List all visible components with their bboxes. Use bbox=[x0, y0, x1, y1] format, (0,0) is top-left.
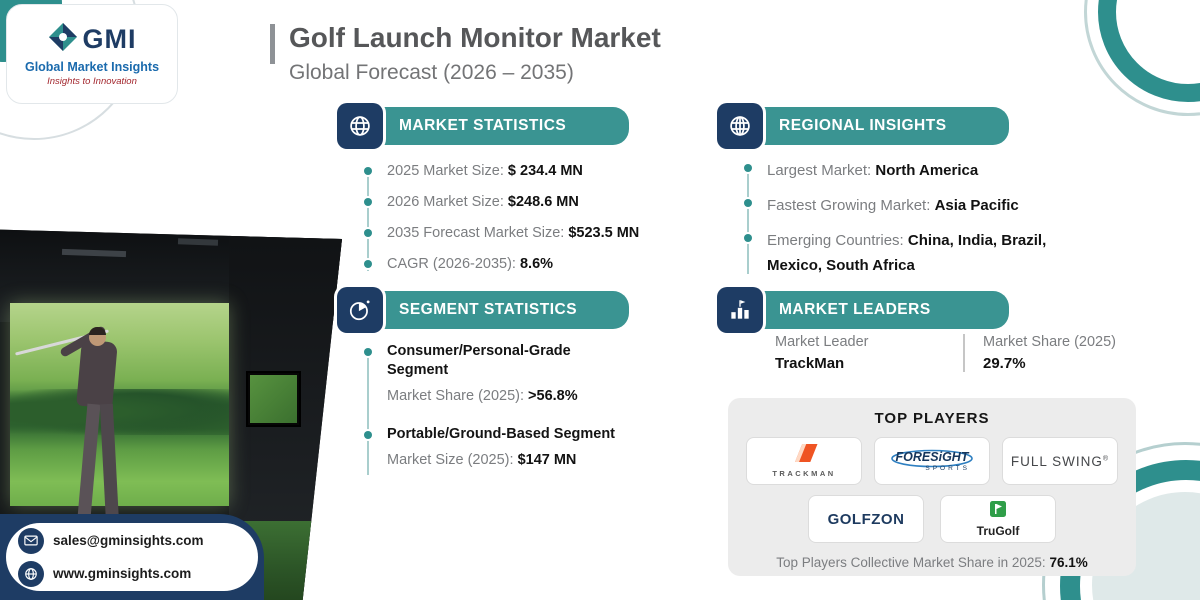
market-leader-name: TrackMan bbox=[775, 355, 845, 372]
market-leaders-heading: MARKET LEADERS bbox=[779, 301, 931, 318]
segment-statistics-heading: SEGMENT STATISTICS bbox=[399, 301, 578, 318]
player-card-golfzon: GOLFZON bbox=[808, 495, 924, 543]
trugolf-logo-icon bbox=[990, 500, 1006, 522]
gmi-logo: GMI Global Market Insights Insights to I… bbox=[6, 4, 178, 104]
pie-chart-icon bbox=[337, 287, 383, 333]
globe-grid-icon bbox=[717, 103, 763, 149]
segment-value: >56.8% bbox=[528, 388, 578, 404]
top-players-heading: TOP PLAYERS bbox=[874, 410, 990, 427]
player-name: FULL SWING bbox=[1010, 453, 1103, 469]
top-players-panel: TOP PLAYERS TRACKMAN bbox=[728, 398, 1136, 576]
podium-flag-icon bbox=[717, 287, 763, 333]
page-subtitle: Global Forecast (2026 – 2035) bbox=[289, 61, 574, 84]
market-statistics-list: 2025 Market Size: $ 234.4 MN 2026 Market… bbox=[364, 161, 659, 285]
region-item: Fastest Growing Market: Asia Pacific bbox=[744, 193, 1056, 218]
stat-value: 8.6% bbox=[519, 256, 554, 272]
region-value: Asia Pacific bbox=[934, 197, 1019, 214]
title-divider bbox=[270, 24, 275, 64]
player-card-fullswing: FULL SWING® bbox=[1002, 437, 1118, 485]
stat-item: 2025 Market Size: $ 234.4 MN bbox=[364, 161, 659, 181]
photo-screen-trees bbox=[10, 389, 230, 435]
registered-mark: ® bbox=[1102, 455, 1110, 462]
contact-card: sales@gminsights.com www.gminsights.com bbox=[6, 523, 258, 591]
contact-website: www.gminsights.com bbox=[53, 566, 192, 581]
globe-icon bbox=[18, 560, 44, 587]
regional-insights-header: REGIONAL INSIGHTS bbox=[717, 103, 1009, 149]
segment-item: Portable/Ground-Based Segment Market Siz… bbox=[364, 425, 664, 470]
stat-item: 2026 Market Size: $248.6 MN bbox=[364, 192, 659, 212]
players-footer-value: 76.1% bbox=[1049, 555, 1088, 570]
bullet-dot-icon bbox=[364, 198, 372, 206]
stat-label: CAGR (2026-2035): bbox=[387, 256, 516, 272]
globe-icon bbox=[337, 103, 383, 149]
envelope-icon bbox=[18, 527, 44, 554]
segment-item: Consumer/Personal-Grade Segment Market S… bbox=[364, 342, 664, 406]
segment-label: Market Share (2025): bbox=[387, 388, 525, 404]
photo-golfer-torso bbox=[75, 339, 118, 408]
region-label: Largest Market: bbox=[767, 162, 872, 179]
segment-title: Consumer/Personal-Grade Segment bbox=[387, 343, 571, 378]
stat-value: $523.5 MN bbox=[568, 225, 640, 241]
photo-tv-monitor bbox=[246, 370, 301, 428]
region-label: Emerging Countries: bbox=[767, 232, 904, 249]
page-title: Golf Launch Monitor Market bbox=[289, 22, 661, 53]
stat-item: CAGR (2026-2035): 8.6% bbox=[364, 254, 659, 274]
market-leaders-header: MARKET LEADERS bbox=[717, 287, 1009, 333]
contact-website-row[interactable]: www.gminsights.com bbox=[18, 560, 258, 587]
market-share-value: 29.7% bbox=[983, 355, 1026, 372]
bullet-dot-icon bbox=[364, 229, 372, 237]
stat-item: 2035 Forecast Market Size: $523.5 MN bbox=[364, 223, 659, 243]
player-name: TRACKMAN bbox=[772, 469, 836, 478]
player-subname: SPORTS bbox=[925, 465, 970, 472]
segment-statistics-list: Consumer/Personal-Grade Segment Market S… bbox=[364, 342, 664, 489]
segment-title: Portable/Ground-Based Segment bbox=[387, 426, 616, 442]
players-footer-label: Top Players Collective Market Share in 2… bbox=[776, 555, 1046, 570]
top-right-ring-decoration bbox=[1098, 0, 1200, 102]
stat-label: 2035 Forecast Market Size: bbox=[387, 225, 565, 241]
contact-email: sales@gminsights.com bbox=[53, 533, 204, 548]
region-value: China, India, Brazil, Mexico, South Afri… bbox=[767, 232, 1047, 274]
market-leaders-detail: Market Leader TrackMan Market Share (202… bbox=[775, 334, 1116, 372]
stat-value: $248.6 MN bbox=[507, 194, 579, 210]
stat-label: 2026 Market Size: bbox=[387, 194, 504, 210]
player-name: TruGolf bbox=[976, 523, 1020, 538]
bullet-dot-icon bbox=[364, 431, 372, 439]
market-statistics-heading: MARKET STATISTICS bbox=[399, 117, 567, 134]
market-leader-label: Market Leader bbox=[775, 334, 869, 350]
photo-golfer-hair bbox=[88, 327, 106, 336]
bullet-dot-icon bbox=[364, 348, 372, 356]
player-card-trugolf: TruGolf bbox=[940, 495, 1056, 543]
market-statistics-header: MARKET STATISTICS bbox=[337, 103, 629, 149]
bullet-dot-icon bbox=[744, 234, 752, 242]
stat-value: $ 234.4 MN bbox=[507, 163, 583, 179]
bullet-dot-icon bbox=[364, 167, 372, 175]
foresight-swoosh-icon bbox=[890, 449, 974, 473]
logo-company-name: Global Market Insights bbox=[24, 59, 160, 74]
bullet-dot-icon bbox=[364, 260, 372, 268]
segment-label: Market Size (2025): bbox=[387, 452, 514, 468]
region-item: Largest Market: North America bbox=[744, 158, 1056, 183]
segment-statistics-header: SEGMENT STATISTICS bbox=[337, 287, 629, 333]
trackman-logo-icon bbox=[790, 444, 818, 467]
regional-insights-list: Largest Market: North America Fastest Gr… bbox=[744, 158, 1056, 288]
regional-insights-heading: REGIONAL INSIGHTS bbox=[779, 117, 947, 134]
logo-acronym: GMI bbox=[82, 23, 137, 54]
contact-email-row[interactable]: sales@gminsights.com bbox=[18, 527, 258, 554]
segment-value: $147 MN bbox=[517, 452, 577, 468]
stat-label: 2025 Market Size: bbox=[387, 163, 504, 179]
bullet-dot-icon bbox=[744, 199, 752, 207]
logo-tagline: Insights to Innovation bbox=[47, 75, 137, 87]
player-card-foresight: FORESiGHT SPORTS bbox=[874, 437, 990, 485]
region-value: North America bbox=[875, 162, 979, 179]
player-name: GOLFZON bbox=[827, 510, 905, 528]
player-card-trackman: TRACKMAN bbox=[746, 437, 862, 485]
bullet-dot-icon bbox=[744, 164, 752, 172]
region-item: Emerging Countries: China, India, Brazil… bbox=[744, 228, 1056, 278]
region-label: Fastest Growing Market: bbox=[767, 197, 931, 214]
market-share-label: Market Share (2025) bbox=[983, 334, 1116, 350]
gmi-diamond-icon bbox=[48, 22, 78, 57]
player-name: FORESiGHT bbox=[895, 450, 969, 464]
